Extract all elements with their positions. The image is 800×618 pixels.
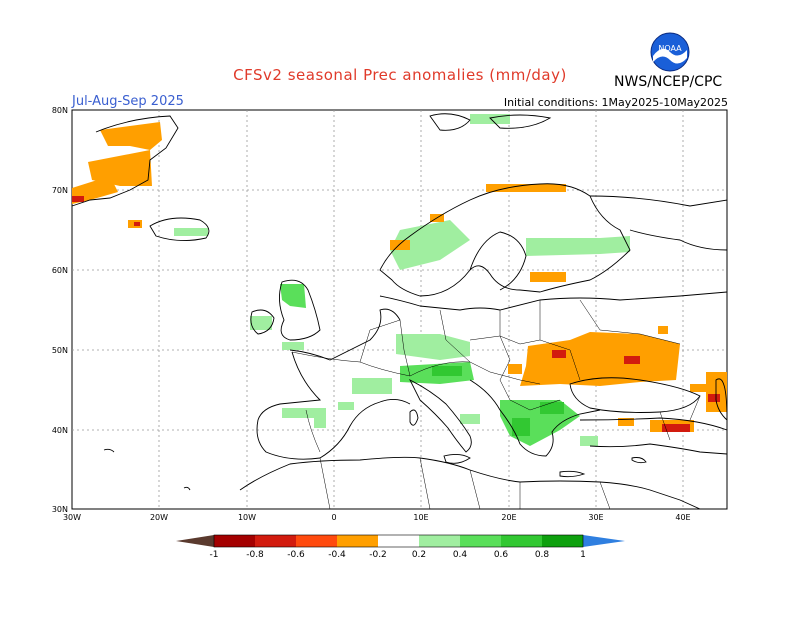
lat-label: 60N	[52, 266, 68, 275]
map-title: CFSv2 seasonal Prec anomalies (mm/day)	[233, 66, 567, 84]
colorbar-swatch	[460, 535, 501, 547]
colorbar-label: 0.8	[535, 550, 550, 560]
map-frame	[71, 109, 728, 510]
colorbar-swatch	[378, 535, 419, 547]
colorbar-swatch	[255, 535, 296, 547]
lat-label: 50N	[52, 346, 68, 355]
lon-label: 10W	[238, 513, 256, 522]
lon-label: 30W	[63, 513, 81, 522]
colorbar-swatch	[214, 535, 255, 547]
lat-label: 80N	[52, 106, 68, 115]
colorbar-label: -1	[210, 550, 219, 560]
colorbar-label: 0.4	[453, 550, 468, 560]
latitude-labels: 80N 70N 60N 50N 40N 30N	[52, 106, 68, 514]
colorbar-label: -0.4	[328, 550, 346, 560]
initial-conditions: Initial conditions: 1May2025-10May2025	[503, 96, 728, 109]
colorbar-swatch	[501, 535, 542, 547]
colorbar: -1 -0.8 -0.6 -0.4 -0.2 0.2 0.4 0.6 0.8 1	[176, 534, 625, 560]
colorbar-label: -0.8	[246, 550, 264, 560]
colorbar-swatch	[337, 535, 378, 547]
colorbar-swatch	[296, 535, 337, 547]
lon-label: 40E	[675, 513, 690, 522]
lon-label: 0	[331, 513, 336, 522]
coastlines	[71, 113, 728, 510]
country-borders	[291, 299, 701, 510]
colorbar-label: 0.2	[412, 550, 426, 560]
colorbar-swatch	[583, 535, 625, 547]
anomaly-patches	[72, 114, 727, 446]
colorbar-label: 1	[580, 550, 586, 560]
lon-label: 20E	[501, 513, 516, 522]
noaa-logo: NOAA	[650, 32, 690, 72]
colorbar-label: -0.2	[369, 550, 387, 560]
longitude-labels: 30W 20W 10W 0 10E 20E 30E 40E	[63, 513, 691, 522]
logo-text: NOAA	[658, 44, 682, 53]
lat-label: 30N	[52, 505, 68, 514]
agency-label: NWS/NCEP/CPC	[614, 74, 723, 90]
colorbar-swatch	[176, 535, 214, 547]
lat-label: 70N	[52, 186, 68, 195]
lat-label: 40N	[52, 426, 68, 435]
lon-label: 30E	[588, 513, 603, 522]
lon-label: 10E	[413, 513, 428, 522]
colorbar-label: 0.6	[494, 550, 509, 560]
colorbar-label: -0.6	[287, 550, 305, 560]
forecast-period: Jul-Aug-Sep 2025	[72, 94, 184, 109]
lon-label: 20W	[150, 513, 168, 522]
colorbar-swatch	[419, 535, 460, 547]
colorbar-swatch	[542, 535, 583, 547]
